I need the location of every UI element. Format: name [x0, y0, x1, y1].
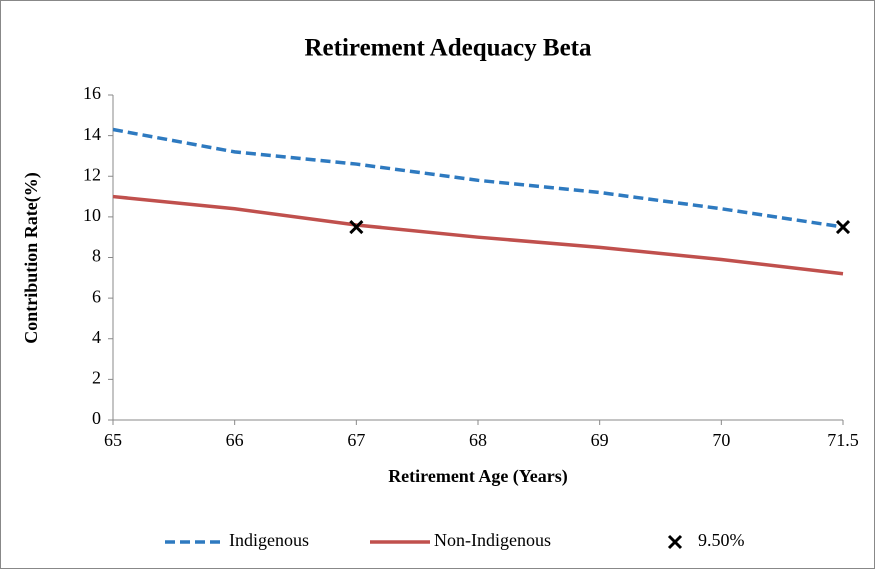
- x-tick-label: 69: [591, 430, 609, 450]
- x-tick-label: 70: [712, 430, 730, 450]
- y-tick-label: 2: [92, 368, 101, 388]
- x-axis-title: Retirement Age (Years): [388, 466, 568, 487]
- y-tick-label: 8: [92, 246, 101, 266]
- x-tick-label: 68: [469, 430, 487, 450]
- x-tick-label: 65: [104, 430, 122, 450]
- y-tick-label: 0: [92, 408, 101, 428]
- x-tick-label: 66: [226, 430, 244, 450]
- legend-label: Non-Indigenous: [434, 530, 551, 550]
- y-tick-label: 6: [92, 286, 101, 306]
- legend-label: 9.50%: [698, 530, 745, 550]
- marker: [835, 219, 851, 235]
- y-tick-label: 4: [92, 327, 101, 347]
- series-line: [112, 127, 844, 229]
- chart-title: Retirement Adequacy Beta: [305, 35, 592, 62]
- y-tick-label: 12: [83, 164, 101, 184]
- y-tick-label: 14: [83, 124, 101, 144]
- y-tick-label: 10: [83, 205, 101, 225]
- series-line: [112, 194, 844, 276]
- y-tick-label: 16: [83, 83, 101, 103]
- marker: [667, 534, 683, 550]
- y-axis-title: Contribution Rate(%): [21, 172, 42, 344]
- x-tick-label: 67: [347, 430, 365, 450]
- legend-label: Indigenous: [229, 530, 309, 550]
- marker: [349, 219, 364, 235]
- x-tick-label: 71.5: [827, 430, 859, 450]
